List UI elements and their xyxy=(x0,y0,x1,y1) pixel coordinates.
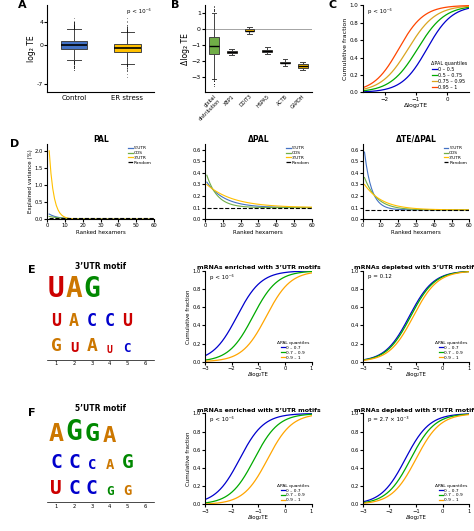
Text: U: U xyxy=(70,341,78,355)
Text: A: A xyxy=(86,337,97,355)
Y-axis label: Δlog₂ TE: Δlog₂ TE xyxy=(181,33,190,65)
Title: 3’UTR motif: 3’UTR motif xyxy=(75,262,126,271)
Text: C: C xyxy=(124,342,131,355)
Text: A: A xyxy=(49,422,64,446)
Title: ΔTE/ΔPAL: ΔTE/ΔPAL xyxy=(396,135,437,144)
Text: G: G xyxy=(106,485,113,498)
Text: p = 2.7 × 10⁻³: p = 2.7 × 10⁻³ xyxy=(368,416,409,422)
Y-axis label: Cumulative fraction: Cumulative fraction xyxy=(186,289,191,344)
PathPatch shape xyxy=(227,51,237,53)
X-axis label: Δlog₂TE: Δlog₂TE xyxy=(248,515,269,520)
Legend: 5’UTR, CDS, 3’UTR, Random: 5’UTR, CDS, 3’UTR, Random xyxy=(286,146,310,165)
Title: mRNAs depleted with 5’UTR motifs: mRNAs depleted with 5’UTR motifs xyxy=(354,408,474,413)
Text: G: G xyxy=(51,337,62,355)
Legend: 0 – 0.7, 0.7 – 0.9, 0.9 – 1: 0 – 0.7, 0.7 – 0.9, 0.9 – 1 xyxy=(277,341,310,359)
Text: 6: 6 xyxy=(143,504,147,509)
Legend: 0 – 0.7, 0.7 – 0.9, 0.9 – 1: 0 – 0.7, 0.7 – 0.9, 0.9 – 1 xyxy=(435,341,467,359)
Text: U: U xyxy=(122,312,132,330)
Y-axis label: log₂ TE: log₂ TE xyxy=(27,36,36,62)
Text: C: C xyxy=(87,312,97,330)
Text: F: F xyxy=(28,408,36,418)
Text: 4: 4 xyxy=(108,504,111,509)
Text: G: G xyxy=(83,275,100,303)
Legend: 5’UTR, CDS, 3’UTR, Random: 5’UTR, CDS, 3’UTR, Random xyxy=(444,146,467,165)
Text: G: G xyxy=(123,484,131,498)
Text: p < 10⁻⁶: p < 10⁻⁶ xyxy=(127,8,151,14)
Title: mRNAs enriched with 3’UTR motifs: mRNAs enriched with 3’UTR motifs xyxy=(197,266,320,270)
Text: 5: 5 xyxy=(126,361,129,366)
Text: 1: 1 xyxy=(55,361,58,366)
Text: U: U xyxy=(50,479,62,498)
PathPatch shape xyxy=(280,62,290,64)
Text: U: U xyxy=(48,275,64,303)
Text: 6: 6 xyxy=(143,361,147,366)
Title: mRNAs enriched with 5’UTR motifs: mRNAs enriched with 5’UTR motifs xyxy=(197,408,320,413)
Text: p = 0.12: p = 0.12 xyxy=(368,273,392,279)
Text: G: G xyxy=(66,417,82,446)
Text: 2: 2 xyxy=(73,504,76,509)
Text: 5: 5 xyxy=(126,504,129,509)
Y-axis label: Cumulative fraction: Cumulative fraction xyxy=(186,432,191,486)
Text: C: C xyxy=(50,453,62,473)
Legend: 0 – 0.7, 0.7 – 0.9, 0.9 – 1: 0 – 0.7, 0.7 – 0.9, 0.9 – 1 xyxy=(277,484,310,502)
PathPatch shape xyxy=(262,50,272,52)
Text: 2: 2 xyxy=(73,361,76,366)
X-axis label: Ranked hexamers: Ranked hexamers xyxy=(76,230,126,235)
Text: p < 10⁻⁶: p < 10⁻⁶ xyxy=(210,273,234,279)
X-axis label: Δlog₂TE: Δlog₂TE xyxy=(406,372,427,378)
Legend: 0 – 0.7, 0.7 – 0.9, 0.9 – 1: 0 – 0.7, 0.7 – 0.9, 0.9 – 1 xyxy=(435,484,467,502)
Text: E: E xyxy=(28,266,36,276)
PathPatch shape xyxy=(298,64,308,68)
Title: mRNAs depleted with 3’UTR motifs: mRNAs depleted with 3’UTR motifs xyxy=(354,266,474,270)
Y-axis label: Explained variance (%): Explained variance (%) xyxy=(28,150,34,213)
Text: A: A xyxy=(18,0,26,10)
Text: A: A xyxy=(105,458,114,473)
Text: p < 10⁻⁶: p < 10⁻⁶ xyxy=(368,8,392,14)
PathPatch shape xyxy=(209,37,219,54)
PathPatch shape xyxy=(245,29,255,31)
Text: 4: 4 xyxy=(108,361,111,366)
Text: C: C xyxy=(68,453,80,473)
Legend: 5’UTR, CDS, 3’UTR, Random: 5’UTR, CDS, 3’UTR, Random xyxy=(128,146,152,165)
Text: C: C xyxy=(68,479,80,498)
Text: A: A xyxy=(69,312,79,330)
Text: C: C xyxy=(86,479,98,498)
Text: D: D xyxy=(10,140,19,150)
PathPatch shape xyxy=(114,44,141,52)
Text: p < 10⁻⁶: p < 10⁻⁶ xyxy=(210,416,234,422)
Title: 5’UTR motif: 5’UTR motif xyxy=(75,405,126,414)
Legend: 0 – 0.5, 0.5 – 0.75, 0.75 – 0.95, 0.95 – 1: 0 – 0.5, 0.5 – 0.75, 0.75 – 0.95, 0.95 –… xyxy=(430,61,467,90)
PathPatch shape xyxy=(61,41,87,48)
X-axis label: Δlog₂TE: Δlog₂TE xyxy=(248,372,269,378)
Text: B: B xyxy=(171,0,179,10)
Y-axis label: Cumulative fraction: Cumulative fraction xyxy=(344,18,348,80)
Text: G: G xyxy=(121,453,133,473)
X-axis label: Ranked hexamers: Ranked hexamers xyxy=(391,230,441,235)
Text: C: C xyxy=(105,312,115,330)
Text: U: U xyxy=(51,312,61,330)
Title: PAL: PAL xyxy=(93,135,109,144)
Text: 3: 3 xyxy=(90,504,93,509)
Text: C: C xyxy=(88,458,96,473)
Text: A: A xyxy=(103,425,116,446)
X-axis label: Ranked hexamers: Ranked hexamers xyxy=(234,230,283,235)
Text: U: U xyxy=(107,345,112,355)
Text: 3: 3 xyxy=(90,361,93,366)
Text: C: C xyxy=(328,0,337,10)
Text: A: A xyxy=(66,275,82,303)
X-axis label: Δlog₂TE: Δlog₂TE xyxy=(404,103,428,108)
Text: G: G xyxy=(84,422,99,446)
Title: ΔPAL: ΔPAL xyxy=(247,135,269,144)
X-axis label: Δlog₂TE: Δlog₂TE xyxy=(406,515,427,520)
Text: 1: 1 xyxy=(55,504,58,509)
